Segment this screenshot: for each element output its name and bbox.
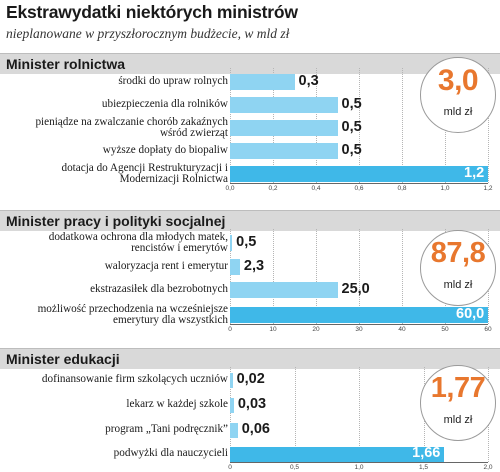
bar bbox=[230, 120, 338, 136]
category-label: ekstrazasiłek dla bezrobotnych bbox=[90, 283, 228, 296]
total-unit: mld zł bbox=[443, 279, 473, 291]
category-label: wyższe dopłaty do biopaliw bbox=[102, 144, 228, 157]
data-label: 0,5 bbox=[341, 96, 362, 112]
section-title: Minister rolnictwa bbox=[6, 56, 126, 72]
gridline bbox=[230, 366, 231, 462]
total-value: 3,0 bbox=[437, 64, 479, 97]
total-badge: 87,8 mld zł bbox=[420, 230, 496, 306]
data-label: 1,66 bbox=[412, 445, 441, 461]
gridline bbox=[273, 229, 274, 324]
bar bbox=[230, 282, 338, 298]
tick-label: 60 bbox=[484, 326, 492, 333]
tick-label: 0,0 bbox=[225, 185, 235, 192]
total-unit: mld zł bbox=[443, 414, 473, 426]
bar bbox=[230, 372, 233, 388]
data-label: 0,5 bbox=[341, 142, 362, 158]
tick-label: 1,2 bbox=[483, 185, 493, 192]
gridline bbox=[402, 68, 403, 183]
tick-label: 0 bbox=[228, 464, 232, 471]
tick-label: 1,0 bbox=[354, 464, 364, 471]
tick-label: 50 bbox=[441, 326, 449, 333]
data-label: 0,06 bbox=[241, 421, 270, 437]
data-label: 25,0 bbox=[341, 281, 370, 297]
bar bbox=[230, 446, 445, 462]
x-axis bbox=[230, 462, 488, 463]
tick-label: 40 bbox=[398, 326, 406, 333]
bar bbox=[230, 259, 240, 275]
chart-title: Ekstrawydatki niektórych ministrów bbox=[6, 2, 298, 22]
tick-label: 1,0 bbox=[440, 185, 450, 192]
bar bbox=[230, 74, 295, 90]
tick-label: 30 bbox=[355, 326, 363, 333]
tick-label: 0 bbox=[228, 326, 232, 333]
gridline bbox=[316, 229, 317, 324]
tick-label: 20 bbox=[312, 326, 320, 333]
section-title: Minister pracy i polityki socjalnej bbox=[6, 213, 226, 229]
tick-label: 0,6 bbox=[354, 185, 364, 192]
gridline bbox=[294, 366, 296, 462]
gridline bbox=[359, 229, 360, 324]
gridline bbox=[359, 366, 360, 462]
tick-label: 0,8 bbox=[397, 185, 407, 192]
category-label: dodatkowa ochrona dla młodych matek, ren… bbox=[48, 230, 228, 254]
tick-label: 0,2 bbox=[268, 185, 278, 192]
tick-label: 10 bbox=[269, 326, 277, 333]
section-title: Minister edukacji bbox=[6, 351, 120, 367]
bar bbox=[230, 422, 238, 438]
category-label: program „Tani podręcznik” bbox=[105, 423, 228, 436]
bar bbox=[230, 166, 488, 182]
category-label: dofinansowanie firm szkolących uczniów bbox=[41, 373, 228, 386]
x-axis bbox=[230, 324, 488, 325]
data-label: 1,2 bbox=[464, 165, 485, 181]
gridline bbox=[230, 229, 231, 324]
data-label: 0,03 bbox=[237, 396, 267, 412]
chart-subtitle: nieplanowane w przyszłorocznym budżecie,… bbox=[6, 26, 290, 41]
tick-label: 0,5 bbox=[289, 464, 300, 471]
data-label: 2,3 bbox=[243, 258, 265, 274]
gridline bbox=[402, 229, 403, 324]
x-axis bbox=[230, 183, 488, 184]
bar bbox=[230, 307, 488, 323]
bar bbox=[230, 97, 338, 113]
total-badge: 1,77 mld zł bbox=[420, 365, 496, 441]
category-label: pieniądze na zwalczanie chorób zakaźnych… bbox=[35, 115, 228, 139]
category-label: podwyżki dla nauczycieli bbox=[113, 447, 228, 460]
category-label: dotacja do Agencji Restrukturyzacji i Mo… bbox=[61, 161, 228, 185]
category-label: możliwość przechodzenia na wcześniejsze … bbox=[37, 302, 228, 326]
tick-label: 1,5 bbox=[418, 464, 429, 471]
total-badge: 3,0 mld zł bbox=[420, 57, 496, 133]
total-unit: mld zł bbox=[443, 106, 473, 118]
total-value: 1,77 bbox=[430, 372, 486, 404]
gridline bbox=[488, 68, 489, 183]
category-label: lekarz w każdej szkole bbox=[126, 398, 228, 411]
section-header: Minister pracy i polityki socjalnej bbox=[0, 210, 500, 231]
category-label: waloryzacja rent i emerytur bbox=[104, 260, 228, 273]
bar bbox=[230, 235, 233, 251]
section-header: Minister edukacji bbox=[0, 348, 500, 369]
total-value: 87,8 bbox=[430, 237, 486, 269]
bar bbox=[230, 143, 338, 159]
data-label: 0,5 bbox=[341, 119, 362, 135]
tick-label: 0,4 bbox=[311, 185, 321, 192]
section-header: Minister rolnictwa bbox=[0, 53, 500, 74]
data-label: 0,5 bbox=[236, 234, 257, 250]
category-label: środki do upraw rolnych bbox=[118, 75, 228, 88]
data-label: 0,02 bbox=[236, 371, 265, 387]
gridline bbox=[359, 68, 360, 183]
bar bbox=[230, 397, 234, 413]
data-label: 60,0 bbox=[456, 306, 485, 322]
category-label: ubiezpieczenia dla rolników bbox=[101, 98, 228, 111]
data-label: 0,3 bbox=[298, 73, 319, 89]
tick-label: 2,0 bbox=[483, 464, 493, 471]
